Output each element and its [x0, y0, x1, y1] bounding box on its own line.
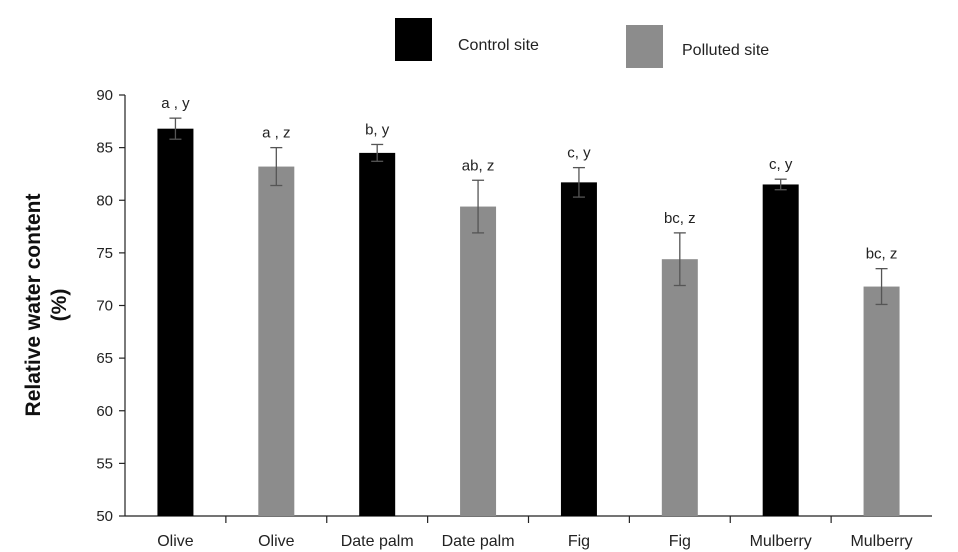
y-tick-label-70: 70: [96, 298, 113, 315]
y-axis-title-line2: (%): [48, 289, 71, 322]
bar-5: [560, 182, 597, 517]
bar-8: [863, 286, 900, 516]
data-label-3: b, y: [365, 121, 390, 138]
data-label-4: ab, z: [462, 157, 495, 174]
bar-2: [258, 166, 295, 516]
x-tick-label-4: Date palm: [442, 533, 515, 550]
y-tick-label-75: 75: [96, 245, 113, 262]
bars: a , y a , z b, y ab, z c, y bc, z c, y bc, z: [157, 95, 900, 517]
data-label-8: bc, z: [866, 246, 898, 263]
y-tick-label-65: 65: [96, 350, 113, 367]
axes: 50 55 60 65 70 75 80 85 90 Olive Olive Date palm Dat…: [96, 87, 932, 550]
bar-6: [661, 259, 698, 516]
y-tick-label-50: 50: [96, 508, 113, 525]
x-tick-label-1: Olive: [157, 533, 194, 550]
data-label-7: c, y: [769, 156, 793, 173]
data-label-5: c, y: [567, 145, 591, 162]
y-axis-title-line1: Relative water content: [22, 194, 45, 417]
x-tick-label-2: Olive: [258, 533, 295, 550]
x-tick-label-5: Fig: [568, 533, 590, 550]
x-tick-label-8: Mulberry: [850, 533, 912, 550]
y-axis-title: Relative water content (%): [22, 194, 71, 417]
y-tick-label-55: 55: [96, 455, 113, 472]
y-tick-label-80: 80: [96, 192, 113, 209]
x-tick-label-6: Fig: [669, 533, 691, 550]
y-tick-label-85: 85: [96, 140, 113, 157]
x-tick-label-3: Date palm: [341, 533, 414, 550]
y-tick-label-90: 90: [96, 87, 113, 104]
data-label-2: a , z: [262, 125, 290, 142]
bar-1: [157, 128, 194, 516]
bar-7: [762, 184, 799, 516]
data-label-1: a , y: [161, 95, 190, 112]
bar-4: [460, 206, 497, 516]
x-tick-label-7: Mulberry: [750, 533, 812, 550]
data-label-6: bc, z: [664, 210, 696, 227]
y-tick-label-60: 60: [96, 403, 113, 420]
legend-swatch-polluted: [626, 25, 663, 68]
legend-swatch-control: [395, 18, 432, 61]
legend-label-control: Control site: [458, 37, 539, 54]
legend: Control site Polluted site: [395, 18, 769, 68]
bar-3: [359, 152, 396, 516]
legend-label-polluted: Polluted site: [682, 42, 769, 59]
